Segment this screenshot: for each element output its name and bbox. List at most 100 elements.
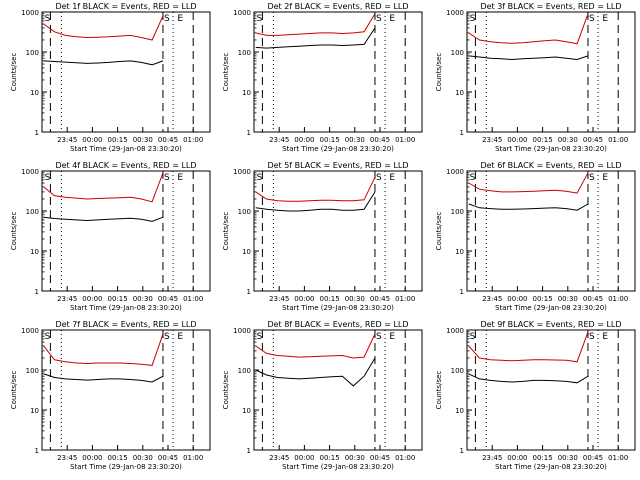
event-marker-label: S [164, 14, 170, 24]
x-tick-label: 00:00 [507, 454, 527, 462]
x-tick-label: 23:45 [269, 136, 289, 144]
chart-title: Det 6f BLACK = Events, RED = LLD [480, 161, 621, 170]
chart-panel: Det 7f BLACK = Events, RED = LLD 1 10 100 10… [10, 320, 211, 471]
x-tick-label: 00:30 [345, 454, 365, 462]
chart-title: Det 7f BLACK = Events, RED = LLD [55, 320, 196, 329]
y-axis-label: Counts/sec [435, 371, 443, 410]
y-tick-label: 1000 [233, 327, 251, 335]
event-marker-label: S [376, 332, 382, 342]
x-tick-label: 01:00 [183, 454, 203, 462]
events-series-line [43, 373, 164, 383]
x-tick-label: 00:30 [558, 136, 578, 144]
x-tick-label: 00:15 [533, 454, 553, 462]
x-tick-label: 00:00 [82, 295, 102, 303]
x-tick-label: 00:00 [294, 295, 314, 303]
x-tick-label: 00:15 [533, 136, 553, 144]
y-axis-label: Counts/sec [222, 371, 230, 410]
y-tick-label: 1000 [21, 9, 39, 17]
y-tick-label: 100 [451, 367, 464, 375]
x-axis-label: Start Time (29-Jan-08 23:30:20) [70, 304, 182, 312]
events-series-line [255, 357, 376, 387]
y-tick-label: 10 [30, 407, 39, 415]
y-tick-label: 100 [451, 208, 464, 216]
x-tick-label: 00:45 [370, 136, 390, 144]
event-marker-label: S [45, 332, 51, 342]
x-tick-label: 00:00 [294, 136, 314, 144]
y-tick-label: 100 [238, 208, 251, 216]
chart-title: Det 4f BLACK = Events, RED = LLD [55, 161, 196, 170]
lld-series-line [468, 172, 589, 194]
lld-series-line [255, 333, 376, 359]
chart-panel: Det 2f BLACK = Events, RED = LLD 1 10 100 10… [222, 2, 423, 153]
x-axis-label: Start Time (29-Jan-08 23:30:20) [282, 145, 394, 153]
x-tick-label: 00:15 [320, 136, 340, 144]
x-tick-label: 00:45 [158, 295, 178, 303]
event-marker-label: E [177, 332, 183, 342]
y-tick-label: 10 [455, 89, 464, 97]
chart-panel: Det 3f BLACK = Events, RED = LLD 1 10 100 10… [435, 2, 636, 153]
event-marker-label: S [589, 173, 595, 183]
event-marker-label: S [589, 14, 595, 24]
plot-frame [253, 11, 423, 133]
events-series-line [468, 55, 589, 61]
event-marker-label: E [177, 14, 183, 24]
lld-series-line [43, 15, 164, 41]
x-tick-label: 00:00 [82, 454, 102, 462]
events-series-line [43, 60, 164, 66]
x-tick-label: 01:00 [395, 295, 415, 303]
y-tick-label: 1000 [446, 9, 464, 17]
event-marker-label: S [470, 173, 476, 183]
event-marker-label: S [376, 173, 382, 183]
lld-series-line [468, 13, 589, 45]
chart-title: Det 3f BLACK = Events, RED = LLD [480, 2, 621, 11]
x-axis-label: Start Time (29-Jan-08 23:30:20) [282, 304, 394, 312]
y-tick-label: 10 [455, 407, 464, 415]
y-axis-label: Counts/sec [10, 212, 18, 251]
event-marker-label: S [45, 14, 51, 24]
event-marker-label: S [376, 14, 382, 24]
x-axis-label: Start Time (29-Jan-08 23:30:20) [282, 463, 394, 471]
plot-frame [466, 170, 636, 292]
x-tick-label: 00:45 [583, 454, 603, 462]
chart-title: Det 1f BLACK = Events, RED = LLD [55, 2, 196, 11]
y-tick-label: 10 [242, 407, 251, 415]
x-tick-label: 00:30 [133, 295, 153, 303]
y-tick-label: 10 [30, 248, 39, 256]
chart-title: Det 2f BLACK = Events, RED = LLD [267, 2, 408, 11]
x-tick-label: 00:45 [370, 295, 390, 303]
x-tick-label: 00:45 [370, 454, 390, 462]
x-tick-label: 00:45 [583, 295, 603, 303]
x-tick-label: 23:45 [269, 295, 289, 303]
x-tick-label: 01:00 [608, 295, 628, 303]
x-axis-label: Start Time (29-Jan-08 23:30:20) [70, 145, 182, 153]
plot-frame [41, 170, 211, 292]
event-marker-label: S [257, 332, 263, 342]
y-tick-label: 10 [242, 248, 251, 256]
y-tick-label: 1 [35, 129, 39, 137]
event-marker-label: E [177, 173, 183, 183]
x-tick-label: 00:45 [583, 136, 603, 144]
y-tick-label: 1 [247, 129, 251, 137]
x-tick-label: 01:00 [608, 454, 628, 462]
x-tick-label: 23:45 [482, 454, 502, 462]
event-marker-label: S [257, 173, 263, 183]
chart-title: Det 5f BLACK = Events, RED = LLD [267, 161, 408, 170]
y-tick-label: 1000 [446, 168, 464, 176]
y-tick-label: 1 [460, 288, 464, 296]
plot-frame [253, 329, 423, 451]
x-tick-label: 00:15 [108, 295, 128, 303]
event-marker-label: S [470, 14, 476, 24]
x-tick-label: 00:30 [133, 136, 153, 144]
y-tick-label: 1 [460, 447, 464, 455]
x-tick-label: 23:45 [57, 454, 77, 462]
x-tick-label: 00:45 [158, 136, 178, 144]
x-tick-label: 23:45 [482, 136, 502, 144]
event-marker-label: S [470, 332, 476, 342]
lld-series-line [43, 333, 164, 366]
chart-panel: Det 9f BLACK = Events, RED = LLD 1 10 100 10… [435, 320, 636, 471]
event-marker-label: S [589, 332, 595, 342]
plot-frame [41, 329, 211, 451]
y-tick-label: 1 [247, 288, 251, 296]
x-tick-label: 00:15 [320, 295, 340, 303]
